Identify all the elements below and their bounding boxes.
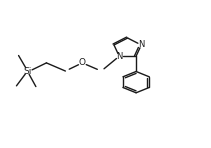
Text: N: N [116,52,122,61]
Text: N: N [138,41,145,49]
Text: O: O [79,58,86,67]
Text: Si: Si [23,67,32,75]
